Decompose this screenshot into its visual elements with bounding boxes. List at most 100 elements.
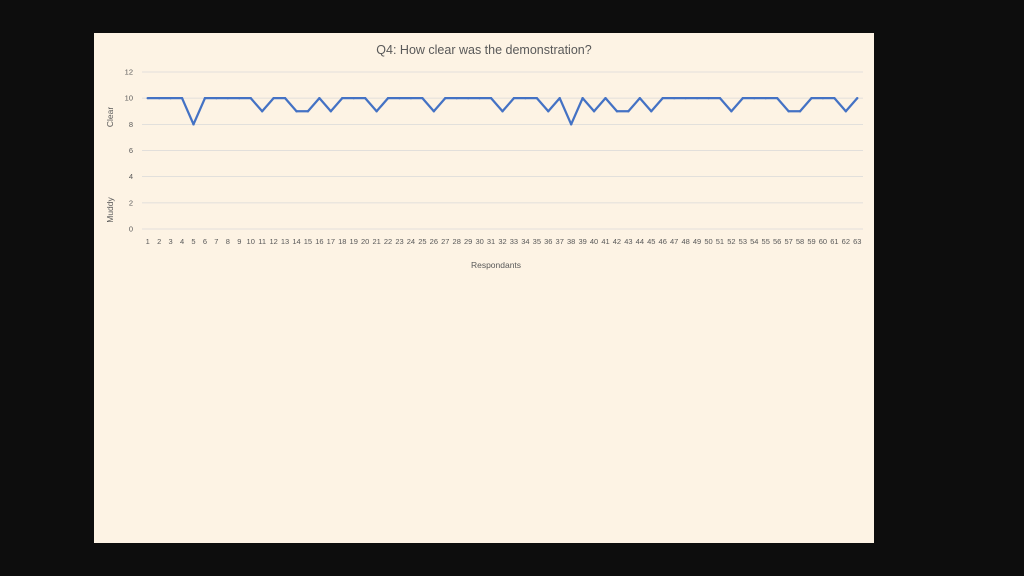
x-tick-label: 4 bbox=[180, 237, 184, 246]
x-tick-label: 7 bbox=[214, 237, 218, 246]
x-tick-label: 58 bbox=[796, 237, 804, 246]
x-tick-label: 33 bbox=[510, 237, 518, 246]
x-tick-label: 63 bbox=[853, 237, 861, 246]
x-tick-label: 17 bbox=[327, 237, 335, 246]
data-point bbox=[753, 96, 756, 100]
x-tick-label: 40 bbox=[590, 237, 598, 246]
data-point bbox=[581, 96, 584, 100]
data-point bbox=[627, 110, 630, 113]
data-point bbox=[741, 96, 745, 100]
x-tick-label: 28 bbox=[453, 237, 461, 246]
x-tick-label: 2 bbox=[157, 237, 161, 246]
data-point bbox=[775, 96, 779, 100]
data-point bbox=[535, 96, 539, 100]
x-tick-label: 54 bbox=[750, 237, 758, 246]
data-point bbox=[386, 96, 390, 100]
data-point bbox=[638, 96, 642, 100]
data-point bbox=[295, 110, 298, 113]
data-point bbox=[238, 96, 241, 100]
x-tick-label: 62 bbox=[842, 237, 850, 246]
data-point bbox=[398, 96, 401, 100]
data-point bbox=[787, 110, 790, 113]
data-point bbox=[169, 96, 172, 100]
data-point bbox=[856, 96, 859, 100]
data-point bbox=[833, 96, 836, 100]
data-point bbox=[489, 96, 493, 100]
x-tick-label: 10 bbox=[247, 237, 255, 246]
x-tick-label: 31 bbox=[487, 237, 495, 246]
x-tick-label: 21 bbox=[372, 237, 380, 246]
data-point bbox=[375, 110, 378, 113]
x-tick-label: 34 bbox=[521, 237, 529, 246]
x-tick-label: 38 bbox=[567, 237, 575, 246]
data-point bbox=[569, 123, 573, 126]
x-tick-label: 44 bbox=[636, 237, 644, 246]
x-tick-label: 25 bbox=[418, 237, 426, 246]
x-tick-label: 12 bbox=[269, 237, 277, 246]
data-point bbox=[203, 96, 207, 100]
data-point bbox=[341, 96, 344, 100]
x-tick-label: 16 bbox=[315, 237, 323, 246]
x-tick-label: 6 bbox=[203, 237, 207, 246]
x-tick-label: 20 bbox=[361, 237, 369, 246]
x-tick-label: 46 bbox=[659, 237, 667, 246]
data-point bbox=[180, 96, 184, 100]
x-tick-label: 8 bbox=[226, 237, 230, 246]
x-tick-label: 41 bbox=[601, 237, 609, 246]
y-tick-label: 6 bbox=[129, 146, 133, 155]
series-group bbox=[146, 96, 859, 126]
data-point bbox=[650, 110, 653, 113]
x-tick-label: 26 bbox=[430, 237, 438, 246]
x-tick-label: 23 bbox=[395, 237, 403, 246]
data-point bbox=[215, 96, 218, 100]
x-tick-label: 57 bbox=[784, 237, 792, 246]
data-point bbox=[547, 110, 550, 113]
y-tick-label: 8 bbox=[129, 120, 133, 129]
data-point bbox=[615, 110, 619, 113]
x-tick-label: 55 bbox=[762, 237, 770, 246]
data-point bbox=[558, 96, 561, 100]
chart-title: Q4: How clear was the demonstration? bbox=[376, 43, 591, 57]
y-tick-label: 4 bbox=[129, 172, 133, 181]
y-axis-label-clear: Clear bbox=[105, 107, 115, 127]
x-tick-label: 52 bbox=[727, 237, 735, 246]
data-point bbox=[672, 96, 676, 100]
data-point bbox=[318, 96, 321, 100]
x-tick-label: 45 bbox=[647, 237, 655, 246]
data-point bbox=[695, 96, 699, 100]
data-point bbox=[146, 96, 149, 100]
x-tick-label: 51 bbox=[716, 237, 724, 246]
x-tick-label: 61 bbox=[830, 237, 838, 246]
data-point bbox=[684, 96, 687, 100]
data-point bbox=[363, 96, 367, 100]
x-axis-title: Respondants bbox=[471, 260, 521, 270]
x-tick-label: 5 bbox=[191, 237, 195, 246]
x-tick-label: 13 bbox=[281, 237, 289, 246]
data-point bbox=[283, 96, 287, 100]
data-point bbox=[478, 96, 481, 100]
data-point bbox=[192, 123, 195, 126]
data-point bbox=[512, 96, 516, 100]
data-point bbox=[524, 96, 527, 100]
x-tick-label: 37 bbox=[556, 237, 564, 246]
x-tick-label: 14 bbox=[292, 237, 300, 246]
data-point bbox=[718, 96, 722, 100]
x-tick-label: 3 bbox=[169, 237, 173, 246]
y-tick-labels: 0 2 4 6 8 10 12 bbox=[125, 68, 133, 234]
x-tick-label: 27 bbox=[441, 237, 449, 246]
y-tick-label: 12 bbox=[125, 68, 133, 77]
x-tick-label: 43 bbox=[624, 237, 632, 246]
data-point bbox=[604, 96, 607, 100]
x-tick-label: 18 bbox=[338, 237, 346, 246]
data-point bbox=[707, 96, 710, 100]
data-point bbox=[329, 110, 333, 113]
data-point bbox=[306, 110, 310, 113]
x-tick-label: 60 bbox=[819, 237, 827, 246]
data-point bbox=[730, 110, 733, 113]
data-point bbox=[249, 96, 252, 100]
data-point bbox=[260, 110, 264, 113]
data-point bbox=[810, 96, 813, 100]
data-point bbox=[592, 110, 596, 113]
data-point bbox=[409, 96, 413, 100]
